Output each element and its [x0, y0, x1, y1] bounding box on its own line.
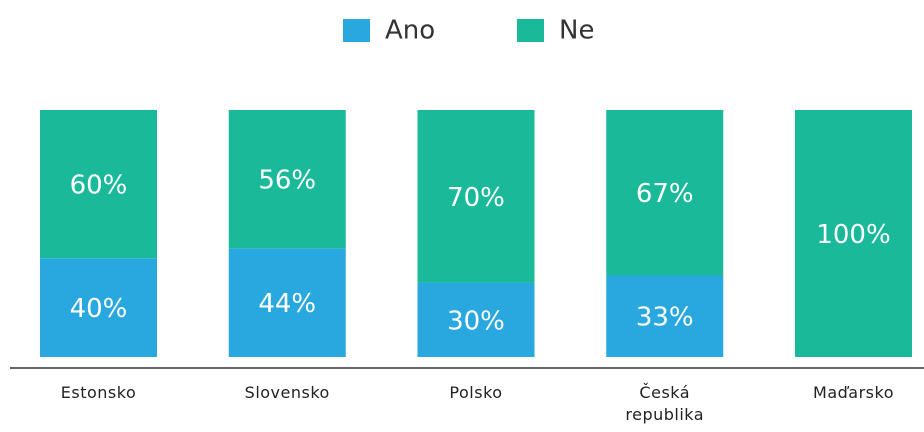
x-tick-label: Maďarsko [813, 383, 894, 402]
bar-segment [228, 110, 346, 249]
data-label: 33% [636, 303, 694, 333]
bar-segment [417, 110, 535, 283]
bar-segment [40, 110, 157, 259]
x-tick-label: Polsko [449, 383, 503, 402]
data-label: 67% [636, 179, 694, 209]
data-label: 70% [447, 183, 505, 213]
legend-label: Ne [559, 16, 594, 46]
bar-segment [606, 110, 724, 276]
bar-segment [606, 275, 724, 357]
bar-segment [417, 282, 535, 357]
x-tick-label: Česká republika [625, 383, 705, 424]
data-label: 56% [258, 166, 316, 196]
x-tick-label: Estonsko [60, 383, 137, 402]
x-tick-label: Slovensko [244, 383, 330, 402]
data-label: 40% [70, 294, 128, 324]
legend-swatch [343, 19, 370, 42]
legend-label: Ano [385, 16, 435, 46]
data-label: 30% [447, 306, 505, 336]
bar-segment [40, 258, 157, 357]
legend-swatch [517, 19, 544, 42]
data-label: 44% [258, 289, 316, 319]
bar-segment [228, 248, 346, 357]
data-label: 100% [816, 220, 890, 250]
bar-segment [795, 110, 912, 357]
data-label: 60% [70, 171, 128, 201]
